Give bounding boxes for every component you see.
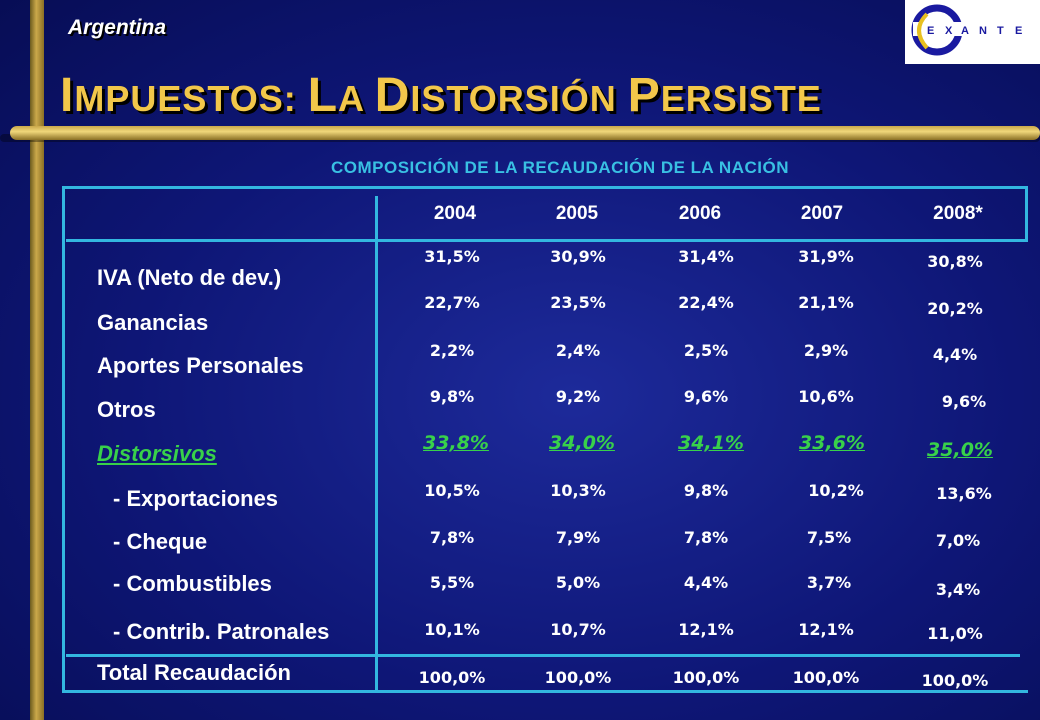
table-top-border	[62, 186, 1028, 189]
row-label-otros: Otros	[97, 397, 156, 422]
cell-iva-2006: 31,4%	[678, 247, 734, 266]
cell-exportaciones-2007: 10,2%	[808, 481, 864, 500]
gold-vertical-bar	[30, 0, 44, 720]
cell-cheque-2004: 7,8%	[429, 528, 475, 547]
header-divider	[66, 239, 1028, 242]
cell-iva-2004: 31,5%	[424, 247, 480, 266]
year-header-2004: 2004	[433, 203, 477, 224]
cell-exportaciones-2008: 13,6%	[936, 484, 992, 503]
cell-contrib-2005: 10,7%	[550, 620, 606, 639]
cell-aportes-2006: 2,5%	[683, 341, 729, 360]
cell-total-2008: 100,0%	[921, 671, 989, 690]
cell-aportes-2007: 2,9%	[803, 341, 849, 360]
cell-total-2005: 100,0%	[544, 668, 612, 687]
cell-total-2007: 100,0%	[792, 668, 860, 687]
cell-contrib-2004: 10,1%	[424, 620, 480, 639]
cell-distorsivos-2004: 33,8%	[423, 432, 489, 454]
svg-text:N: N	[979, 25, 987, 37]
cell-cheque-2008: 7,0%	[935, 531, 981, 550]
cell-ganancias-2004: 22,7%	[424, 293, 480, 312]
year-header-2005: 2005	[555, 203, 599, 224]
table-subtitle: COMPOSICIÓN DE LA RECAUDACIÓN DE LA NACI…	[331, 158, 789, 177]
gold-horizontal-bar	[10, 126, 1040, 140]
year-header-2006: 2006	[678, 203, 722, 224]
cell-iva-2005: 30,9%	[550, 247, 606, 266]
table-bottom-border	[62, 690, 1028, 693]
cell-cheque-2005: 7,9%	[555, 528, 601, 547]
svg-text:A: A	[961, 25, 969, 37]
row-label-iva: IVA (Neto de dev.)	[97, 265, 282, 290]
cell-exportaciones-2005: 10,3%	[550, 481, 606, 500]
cell-iva-2008: 30,8%	[927, 252, 983, 271]
cell-otros-2006: 9,6%	[683, 387, 729, 406]
cell-ganancias-2006: 22,4%	[678, 293, 734, 312]
row-label-contrib-patronales: - Contrib. Patronales	[113, 619, 330, 644]
cell-combustibles-2006: 4,4%	[683, 573, 729, 592]
cell-exportaciones-2006: 9,8%	[683, 481, 729, 500]
svg-text:E: E	[927, 25, 934, 37]
total-divider	[66, 654, 1020, 657]
cell-iva-2007: 31,9%	[798, 247, 854, 266]
cell-otros-2007: 10,6%	[798, 387, 854, 406]
cell-distorsivos-2007: 33,6%	[799, 432, 865, 454]
row-label-exportaciones: - Exportaciones	[113, 486, 279, 511]
row-label-aportes: Aportes Personales	[97, 353, 304, 378]
cell-distorsivos-2005: 34,0%	[549, 432, 615, 454]
cell-ganancias-2007: 21,1%	[798, 293, 854, 312]
cell-aportes-2005: 2,4%	[555, 341, 601, 360]
cell-contrib-2006: 12,1%	[678, 620, 734, 639]
cell-total-2004: 100,0%	[418, 668, 486, 687]
page-title: IMPUESTOS: LA DISTORSIÓN PERSISTE	[60, 69, 822, 122]
row-label-cheque: - Cheque	[113, 529, 208, 554]
cell-otros-2008: 9,6%	[941, 392, 987, 411]
cell-total-2006: 100,0%	[672, 668, 740, 687]
cell-ganancias-2005: 23,5%	[550, 293, 606, 312]
cell-distorsivos-2008: 35,0%	[927, 439, 993, 461]
cell-contrib-2007: 12,1%	[798, 620, 854, 639]
svg-text:T: T	[997, 25, 1004, 37]
year-header-2007: 2007	[800, 203, 844, 224]
row-label-ganancias: Ganancias	[97, 310, 209, 335]
cell-combustibles-2007: 3,7%	[806, 573, 852, 592]
row-label-distorsivos: Distorsivos	[97, 441, 217, 466]
cell-ganancias-2008: 20,2%	[927, 299, 983, 318]
cell-otros-2004: 9,8%	[429, 387, 475, 406]
cell-contrib-2008: 11,0%	[927, 624, 983, 643]
row-label-total: Total Recaudación	[97, 660, 291, 685]
year-header-2008: 2008*	[933, 203, 983, 224]
cell-otros-2005: 9,2%	[555, 387, 601, 406]
cell-aportes-2008: 4,4%	[932, 345, 978, 364]
cell-aportes-2004: 2,2%	[429, 341, 475, 360]
row-label-combustibles: - Combustibles	[113, 571, 272, 596]
svg-text:E: E	[1015, 25, 1022, 37]
label-column-divider	[375, 196, 378, 692]
cell-distorsivos-2006: 34,1%	[678, 432, 744, 454]
cell-cheque-2007: 7,5%	[806, 528, 852, 547]
country-label: Argentina	[68, 16, 167, 39]
cell-combustibles-2004: 5,5%	[429, 573, 475, 592]
cell-exportaciones-2004: 10,5%	[424, 481, 480, 500]
cell-cheque-2006: 7,8%	[683, 528, 729, 547]
table-left-border	[62, 186, 65, 692]
cell-combustibles-2008: 3,4%	[935, 580, 981, 599]
cell-combustibles-2005: 5,0%	[555, 573, 601, 592]
table-right-border-top	[1025, 186, 1028, 242]
svg-text:X: X	[945, 25, 953, 37]
